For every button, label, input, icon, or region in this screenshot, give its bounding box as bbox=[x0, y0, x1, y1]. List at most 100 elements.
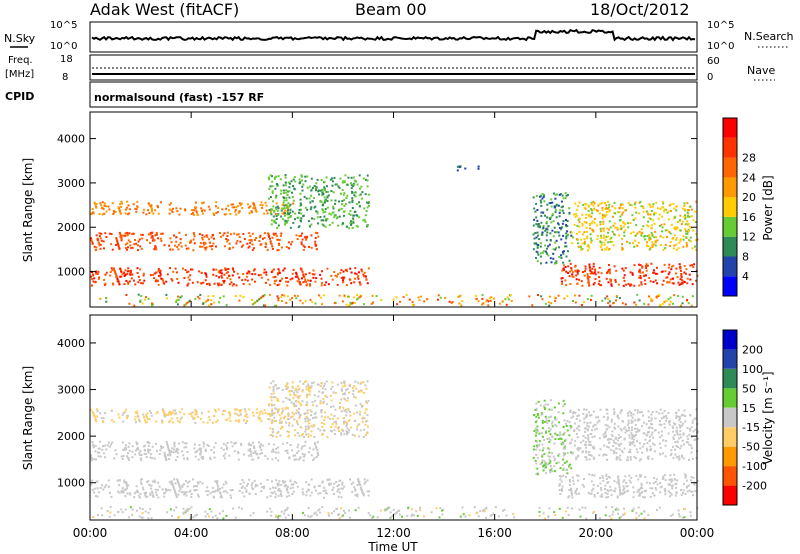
scatter-cell bbox=[574, 301, 577, 304]
scatter-cell bbox=[305, 388, 308, 391]
scatter-cell bbox=[270, 399, 273, 402]
scatter-cell bbox=[294, 218, 296, 221]
scatter-cell bbox=[558, 475, 561, 477]
scatter-cell bbox=[239, 294, 242, 297]
scatter-cell bbox=[548, 441, 551, 443]
scatter-cell bbox=[296, 446, 299, 449]
scatter-cell bbox=[592, 272, 595, 275]
scatter-cell bbox=[322, 489, 325, 492]
scatter-cell bbox=[638, 212, 641, 215]
scatter-cell bbox=[177, 298, 180, 301]
scatter-cell bbox=[266, 479, 269, 481]
scatter-cell bbox=[689, 236, 692, 239]
scatter-cell bbox=[137, 240, 140, 243]
scatter-cell bbox=[690, 476, 693, 479]
scatter-cell bbox=[669, 454, 672, 457]
scatter-cell bbox=[105, 448, 108, 451]
scatter-cell bbox=[305, 393, 308, 396]
scatter-cell bbox=[282, 400, 285, 403]
colorbar-tick-label: 16 bbox=[742, 211, 756, 224]
colorbar-tick-label: 50 bbox=[742, 382, 756, 395]
scatter-cell bbox=[224, 489, 227, 492]
scatter-cell bbox=[145, 492, 148, 495]
scatter-cell bbox=[139, 300, 142, 303]
scatter-cell bbox=[250, 450, 253, 453]
scatter-cell bbox=[599, 408, 602, 411]
scatter-cell bbox=[320, 277, 323, 280]
scatter-cell bbox=[310, 454, 313, 457]
scatter-cell bbox=[664, 490, 667, 493]
scatter-cell bbox=[157, 481, 160, 484]
scatter-cell bbox=[341, 189, 344, 191]
scatter-cell bbox=[643, 302, 646, 305]
scatter-cell bbox=[610, 420, 613, 423]
scatter-cell bbox=[506, 296, 509, 299]
scatter-cell bbox=[292, 221, 295, 224]
scatter-cell bbox=[676, 431, 679, 434]
scatter-cell bbox=[205, 275, 208, 278]
scatter-cell bbox=[300, 208, 302, 211]
scatter-cell bbox=[310, 234, 313, 237]
scatter-cell bbox=[340, 496, 343, 499]
scatter-cell bbox=[543, 399, 546, 402]
scatter-cell bbox=[665, 299, 668, 302]
scatter-cell bbox=[344, 512, 347, 514]
scatter-cell bbox=[576, 282, 579, 285]
scatter-cell bbox=[273, 210, 276, 212]
scatter-cell bbox=[178, 486, 181, 489]
scatter-cell bbox=[678, 219, 681, 222]
scatter-cell bbox=[312, 186, 314, 189]
scatter-cell bbox=[676, 227, 679, 230]
scatter-cell bbox=[154, 481, 157, 484]
scatter-cell bbox=[122, 420, 125, 423]
scatter-cell bbox=[533, 445, 536, 448]
scatter-cell bbox=[651, 411, 654, 413]
scatter-cell bbox=[115, 453, 118, 456]
scatter-cell bbox=[131, 508, 134, 511]
scatter-cell bbox=[626, 459, 629, 462]
scatter-cell bbox=[544, 250, 547, 253]
scatter-cell bbox=[667, 266, 670, 269]
scatter-cell bbox=[315, 456, 318, 458]
scatter-cell bbox=[316, 513, 319, 516]
colorbar-swatch bbox=[723, 388, 737, 408]
scatter-cell bbox=[273, 280, 276, 283]
scatter-cell bbox=[252, 488, 255, 490]
scatter-cell bbox=[533, 242, 536, 245]
scatter-cell bbox=[643, 510, 646, 513]
scatter-cell bbox=[225, 272, 228, 275]
scatter-cell bbox=[632, 434, 635, 437]
scatter-cell bbox=[272, 268, 275, 271]
scatter-cell bbox=[623, 231, 626, 234]
scatter-cell bbox=[554, 514, 557, 516]
scatter-cell bbox=[320, 284, 323, 287]
scatter-cell bbox=[304, 175, 307, 178]
scatter-cell bbox=[238, 299, 241, 302]
scatter-cell bbox=[319, 273, 322, 276]
scatter-cell bbox=[672, 430, 675, 433]
scatter-cell bbox=[291, 210, 294, 213]
scatter-cell bbox=[567, 272, 570, 274]
scatter-cell bbox=[592, 487, 595, 490]
scatter-cell bbox=[620, 449, 623, 452]
scatter-cell bbox=[90, 459, 93, 462]
scatter-cell bbox=[306, 409, 309, 412]
scatter-cell bbox=[574, 270, 577, 273]
scatter-cell bbox=[227, 204, 230, 207]
scatter-cell bbox=[548, 507, 551, 510]
scatter-cell bbox=[556, 434, 559, 437]
scatter-cell bbox=[243, 495, 246, 498]
scatter-cell bbox=[570, 489, 573, 492]
scatter-cell bbox=[651, 241, 654, 244]
scatter-cell bbox=[345, 389, 348, 392]
scatter-cell bbox=[645, 447, 648, 450]
scatter-cell bbox=[277, 482, 280, 485]
scatter-cell bbox=[247, 246, 250, 249]
scatter-cell bbox=[133, 304, 136, 307]
scatter-cell bbox=[289, 226, 292, 229]
scatter-cell bbox=[340, 515, 343, 518]
scatter-cell bbox=[210, 299, 213, 302]
scatter-cell bbox=[364, 434, 367, 437]
scatter-cell bbox=[187, 276, 190, 279]
scatter-cell bbox=[144, 421, 147, 424]
